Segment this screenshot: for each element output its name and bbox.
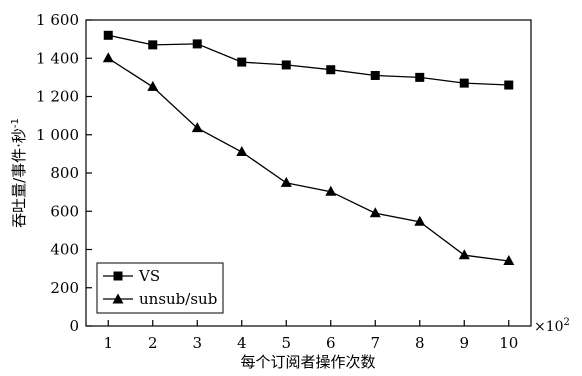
x-multiplier-exponent: 2 <box>564 317 570 328</box>
series-layer <box>102 30 515 265</box>
data-point-vs <box>192 39 202 49</box>
data-point-unsub-sub <box>280 176 292 187</box>
x-tick-label: 9 <box>459 334 469 352</box>
x-tick-label: 4 <box>237 334 247 352</box>
y-tick-label: 1 400 <box>36 49 79 67</box>
data-point-vs <box>326 65 336 75</box>
data-point-vs <box>237 57 247 67</box>
series-line-vs <box>108 34 509 86</box>
y-axis-title-exponent: -1 <box>10 118 21 128</box>
series-line-unsub-sub <box>107 57 509 262</box>
data-point-vs <box>504 80 514 90</box>
data-point-unsub-sub <box>102 52 114 63</box>
y-axis-ticks: 0 200 400 600 800 1 000 1 200 1 400 1 600 <box>36 11 92 335</box>
y-tick-label: 800 <box>50 164 79 182</box>
data-point-unsub-sub <box>458 249 470 260</box>
x-multiplier-text: ×10 <box>534 319 564 335</box>
y-tick-label: 600 <box>50 202 79 220</box>
data-point-vs <box>148 40 158 50</box>
y-tick-label: 1 600 <box>36 11 79 29</box>
data-point-unsub-sub <box>236 146 248 156</box>
x-tick-label: 3 <box>192 334 202 352</box>
data-point-vs <box>415 72 425 82</box>
data-point-unsub-sub <box>191 122 203 133</box>
data-point-unsub-sub <box>414 215 426 226</box>
data-point-unsub-sub <box>369 207 381 218</box>
legend-box <box>96 262 224 314</box>
data-point-vs <box>370 70 380 80</box>
data-point-vs <box>103 30 113 40</box>
data-point-vs <box>459 78 469 88</box>
x-tick-label: 10 <box>499 334 518 352</box>
data-point-unsub-sub <box>147 80 159 91</box>
data-point-unsub-sub <box>503 255 515 265</box>
x-axis-multiplier: ×102 <box>534 317 570 335</box>
y-axis-title-text: 吞吐量/事件·秒 <box>10 128 28 228</box>
y-tick-label: 200 <box>50 279 79 297</box>
legend-vs-marker <box>113 271 123 281</box>
x-axis-title: 每个订阅者操作次数 <box>240 353 375 371</box>
legend-vs-label: VS <box>138 267 160 285</box>
x-axis-ticks: 1 2 3 4 5 6 7 8 9 10 <box>103 320 518 352</box>
y-tick-label: 0 <box>69 317 79 335</box>
legend-unsub-label: unsub/sub <box>139 290 217 308</box>
x-tick-label: 5 <box>281 334 291 352</box>
legend-unsub-marker <box>112 293 124 304</box>
y-tick-label: 1 000 <box>36 126 79 144</box>
y-tick-label: 1 200 <box>36 88 79 106</box>
x-tick-label: 2 <box>148 334 158 352</box>
x-tick-label: 6 <box>326 334 336 352</box>
y-axis-title: 吞吐量/事件·秒-1 <box>10 118 28 228</box>
x-tick-label: 7 <box>370 334 380 352</box>
legend: VS unsub/sub <box>96 262 224 314</box>
x-tick-label: 8 <box>415 334 425 352</box>
x-tick-label: 1 <box>103 334 113 352</box>
y-tick-label: 400 <box>50 241 79 259</box>
data-point-unsub-sub <box>325 185 337 196</box>
data-point-vs <box>281 60 291 70</box>
